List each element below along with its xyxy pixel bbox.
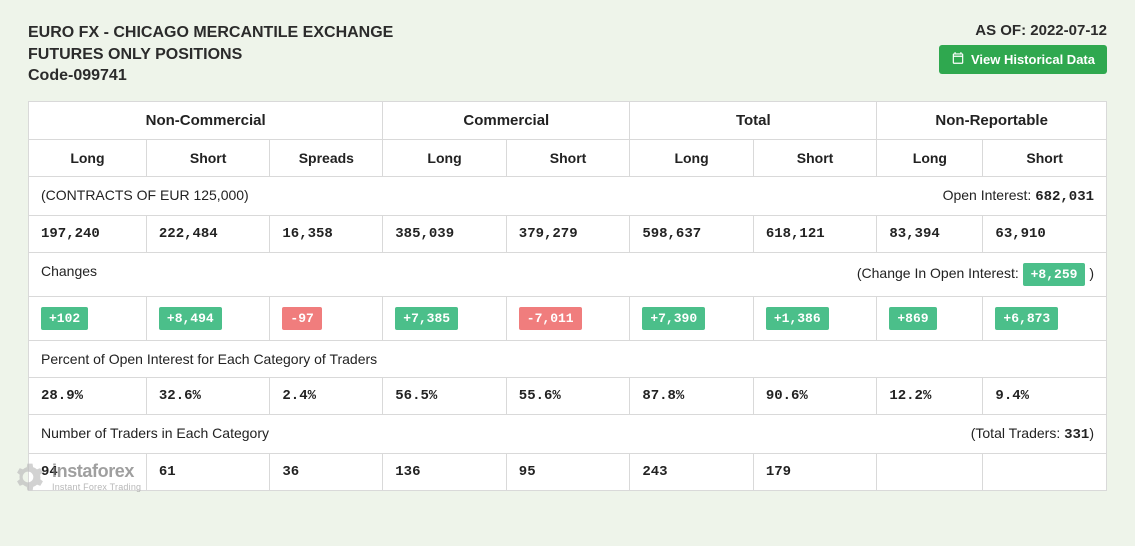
sub-3: Long: [383, 139, 507, 176]
positions-row: 197,240 222,484 16,358 385,039 379,279 5…: [29, 215, 1107, 252]
change-oi-value: +8,259: [1023, 263, 1086, 286]
pos-5: 598,637: [630, 215, 754, 252]
button-label: View Historical Data: [971, 52, 1095, 67]
group-noncommercial: Non-Commercial: [29, 101, 383, 139]
group-total: Total: [630, 101, 877, 139]
pos-0: 197,240: [29, 215, 147, 252]
group-commercial: Commercial: [383, 101, 630, 139]
pct-5: 87.8%: [630, 377, 754, 414]
total-traders-suffix: ): [1089, 425, 1094, 441]
title-line-2: FUTURES ONLY POSITIONS: [28, 44, 393, 66]
view-historical-button[interactable]: View Historical Data: [939, 45, 1107, 74]
chg-8: +6,873: [983, 296, 1107, 340]
sub-7: Long: [877, 139, 983, 176]
tr-3: 136: [383, 453, 507, 490]
open-interest: Open Interest: 682,031: [943, 187, 1094, 205]
changes-label: Changes: [41, 263, 97, 279]
tr-4: 95: [506, 453, 630, 490]
pct-2: 2.4%: [270, 377, 383, 414]
sub-4: Short: [506, 139, 630, 176]
pos-8: 63,910: [983, 215, 1107, 252]
chg-0: +102: [29, 296, 147, 340]
watermark-logo: instaforex Instant Forex Trading: [12, 461, 141, 493]
contracts-row: (CONTRACTS OF EUR 125,000) Open Interest…: [29, 176, 1107, 215]
gear-icon: [12, 461, 44, 493]
sub-header-row: Long Short Spreads Long Short Long Short…: [29, 139, 1107, 176]
contracts-label: (CONTRACTS OF EUR 125,000): [41, 187, 249, 203]
traders-label-row: Number of Traders in Each Category (Tota…: [29, 414, 1107, 453]
tr-1: 61: [146, 453, 270, 490]
chg-7: +869: [877, 296, 983, 340]
sub-0: Long: [29, 139, 147, 176]
sub-6: Short: [753, 139, 877, 176]
sub-8: Short: [983, 139, 1107, 176]
tr-8: [983, 453, 1107, 490]
pos-4: 379,279: [506, 215, 630, 252]
chg-1: +8,494: [146, 296, 270, 340]
pos-1: 222,484: [146, 215, 270, 252]
tr-6: 179: [753, 453, 877, 490]
percent-label-row: Percent of Open Interest for Each Catego…: [29, 340, 1107, 377]
chg-5: +7,390: [630, 296, 754, 340]
change-oi-label: (Change In Open Interest:: [857, 265, 1019, 281]
pos-6: 618,121: [753, 215, 877, 252]
pct-4: 55.6%: [506, 377, 630, 414]
title-line-1: EURO FX - CHICAGO MERCANTILE EXCHANGE: [28, 22, 393, 44]
chg-4: -7,011: [506, 296, 630, 340]
total-traders-value: 331: [1064, 427, 1089, 443]
pct-0: 28.9%: [29, 377, 147, 414]
chg-6: +1,386: [753, 296, 877, 340]
tr-7: [877, 453, 983, 490]
tr-2: 36: [270, 453, 383, 490]
pct-7: 12.2%: [877, 377, 983, 414]
sub-1: Short: [146, 139, 270, 176]
pct-8: 9.4%: [983, 377, 1107, 414]
change-oi: (Change In Open Interest: +8,259 ): [857, 263, 1094, 286]
watermark-brand: instaforex: [52, 461, 141, 482]
pct-6: 90.6%: [753, 377, 877, 414]
asof-date: 2022-07-12: [1030, 22, 1107, 39]
changes-label-row: Changes (Change In Open Interest: +8,259…: [29, 252, 1107, 296]
chg-3: +7,385: [383, 296, 507, 340]
group-nonreportable: Non-Reportable: [877, 101, 1107, 139]
changes-row: +102 +8,494 -97 +7,385 -7,011 +7,390 +1,…: [29, 296, 1107, 340]
pos-2: 16,358: [270, 215, 383, 252]
group-header-row: Non-Commercial Commercial Total Non-Repo…: [29, 101, 1107, 139]
asof-line: AS OF: 2022-07-12: [939, 22, 1107, 39]
percent-label: Percent of Open Interest for Each Catego…: [29, 340, 1107, 377]
oi-label: Open Interest:: [943, 187, 1032, 203]
sub-5: Long: [630, 139, 754, 176]
report-titles: EURO FX - CHICAGO MERCANTILE EXCHANGE FU…: [28, 22, 393, 87]
pct-1: 32.6%: [146, 377, 270, 414]
tr-5: 243: [630, 453, 754, 490]
total-traders: (Total Traders: 331): [971, 425, 1094, 443]
sub-2: Spreads: [270, 139, 383, 176]
asof-label: AS OF:: [975, 22, 1026, 39]
calendar-icon: [951, 51, 965, 68]
pos-7: 83,394: [877, 215, 983, 252]
traders-row: 94 61 36 136 95 243 179: [29, 453, 1107, 490]
traders-label: Number of Traders in Each Category: [41, 425, 269, 441]
total-traders-label: (Total Traders:: [971, 425, 1060, 441]
oi-value: 682,031: [1035, 189, 1094, 205]
pct-3: 56.5%: [383, 377, 507, 414]
change-oi-suffix: ): [1089, 265, 1094, 281]
positions-table: Non-Commercial Commercial Total Non-Repo…: [28, 101, 1107, 491]
pos-3: 385,039: [383, 215, 507, 252]
chg-2: -97: [270, 296, 383, 340]
percent-row: 28.9% 32.6% 2.4% 56.5% 55.6% 87.8% 90.6%…: [29, 377, 1107, 414]
code-label: Code-099741: [28, 65, 393, 87]
watermark-tagline: Instant Forex Trading: [52, 482, 141, 492]
